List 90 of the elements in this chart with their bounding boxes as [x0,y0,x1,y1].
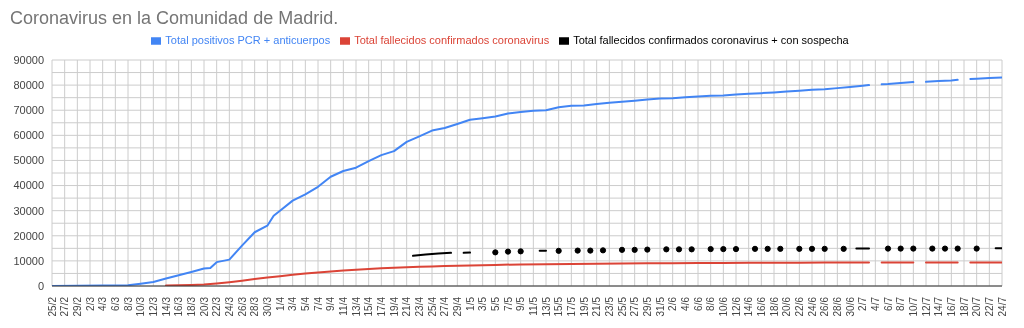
x-tick-label: 20/6 [781,296,793,317]
x-tick-label: 3/4 [287,296,299,311]
x-tick-label: 4/7 [869,296,881,311]
x-tick-label: 20/7 [971,296,983,317]
x-tick-label: 20/3 [198,296,210,317]
x-tick-label: 17/5 [565,296,577,317]
y-tick-label: 40000 [13,179,44,192]
x-tick-label: 22/7 [983,296,995,317]
x-tick-label: 29/5 [641,296,653,317]
legend-label: Total positivos PCR + anticuerpos [165,34,331,46]
x-tick-label: 26/6 [819,296,831,317]
x-tick-label: 16/6 [755,296,767,317]
y-tick-label: 70000 [13,104,44,117]
y-tick-label: 30000 [13,204,44,217]
x-tick-label: 12/6 [730,296,742,317]
x-tick-label: 5/5 [489,296,501,311]
x-tick-label: 7/5 [502,296,514,311]
y-tick-label: 80000 [13,79,44,92]
x-tick-label: 2/6 [667,296,679,311]
y-tick-label: 50000 [13,154,44,167]
x-tick-label: 16/7 [945,296,957,317]
x-tick-label: 25/2 [46,296,58,317]
y-tick-label: 10000 [13,254,44,267]
x-tick-label: 27/2 [59,296,71,317]
x-tick-label: 9/4 [325,296,337,311]
x-tick-label: 10/7 [907,296,919,317]
legend-label: Total fallecidos confirmados coronavirus + con sospecha [573,34,849,46]
x-tick-label: 21/5 [591,296,603,317]
x-tick-label: 2/3 [84,296,96,311]
x-tick-label: 15/5 [553,296,565,317]
x-tick-label: 3/5 [477,296,489,311]
x-tick-label: 17/4 [375,296,387,317]
x-tick-label: 18/3 [185,296,197,317]
x-tick-label: 10/3 [135,296,147,317]
x-tick-label: 19/5 [578,296,590,317]
x-tick-label: 29/4 [451,296,463,317]
x-tick-label: 28/6 [831,296,843,317]
x-tick-label: 9/5 [515,296,527,311]
x-tick-label: 11/5 [527,296,539,316]
x-tick-label: 4/3 [97,296,109,311]
x-tick-label: 22/6 [793,296,805,317]
x-tick-label: 1/5 [464,296,476,311]
legend-label: Total fallecidos confirmados coronavirus [354,34,550,46]
x-tick-label: 31/5 [654,296,666,317]
y-tick-label: 90000 [13,53,44,66]
x-tick-label: 18/7 [958,296,970,317]
x-tick-label: 10/6 [717,296,729,317]
x-tick-label: 11/4 [337,296,349,316]
y-tick-label: 60000 [13,129,44,142]
y-tick-label: 20000 [13,229,44,242]
x-tick-label: 15/4 [363,296,375,317]
y-tick-label: 0 [37,279,44,292]
x-tick-label: 13/5 [540,296,552,317]
x-tick-label: 2/7 [857,296,869,311]
x-tick-label: 16/3 [173,296,185,317]
x-tick-label: 21/4 [401,296,413,317]
x-tick-label: 4/6 [679,296,691,311]
x-tick-label: 6/3 [109,296,121,311]
chart-title: Coronavirus en la Comunidad de Madrid. [9,8,340,30]
x-tick-label: 27/5 [629,296,641,317]
x-tick-label: 23/5 [603,296,615,317]
x-tick-label: 12/7 [920,296,932,317]
x-tick-label: 25/5 [616,296,628,317]
x-tick-label: 14/7 [933,296,945,317]
x-tick-label: 5/4 [299,296,311,311]
x-tick-label: 14/6 [743,296,755,317]
x-tick-label: 18/6 [768,296,780,317]
x-tick-label: 14/3 [160,296,172,317]
x-tick-label: 28/3 [249,296,261,317]
x-tick-label: 30/3 [261,296,273,317]
x-tick-label: 23/4 [413,296,425,317]
x-tick-label: 22/3 [211,296,223,317]
x-tick-label: 19/4 [388,296,400,317]
x-tick-label: 8/6 [705,296,717,311]
x-tick-label: 6/6 [692,296,704,311]
x-tick-label: 6/7 [882,296,894,311]
x-tick-label: 27/4 [439,296,451,317]
x-tick-label: 30/6 [844,296,856,317]
x-tick-label: 7/4 [312,296,324,311]
x-tick-label: 13/4 [350,296,362,317]
x-tick-label: 12/3 [147,296,159,317]
x-tick-label: 25/4 [426,296,438,317]
x-tick-label: 8/3 [122,296,134,311]
x-tick-label: 24/3 [223,296,235,317]
x-tick-label: 24/7 [996,296,1008,317]
x-tick-label: 1/4 [274,296,286,311]
x-tick-label: 26/3 [236,296,248,317]
x-tick-label: 24/6 [806,296,818,317]
x-tick-label: 8/7 [895,296,907,311]
x-tick-label: 29/2 [71,296,83,317]
